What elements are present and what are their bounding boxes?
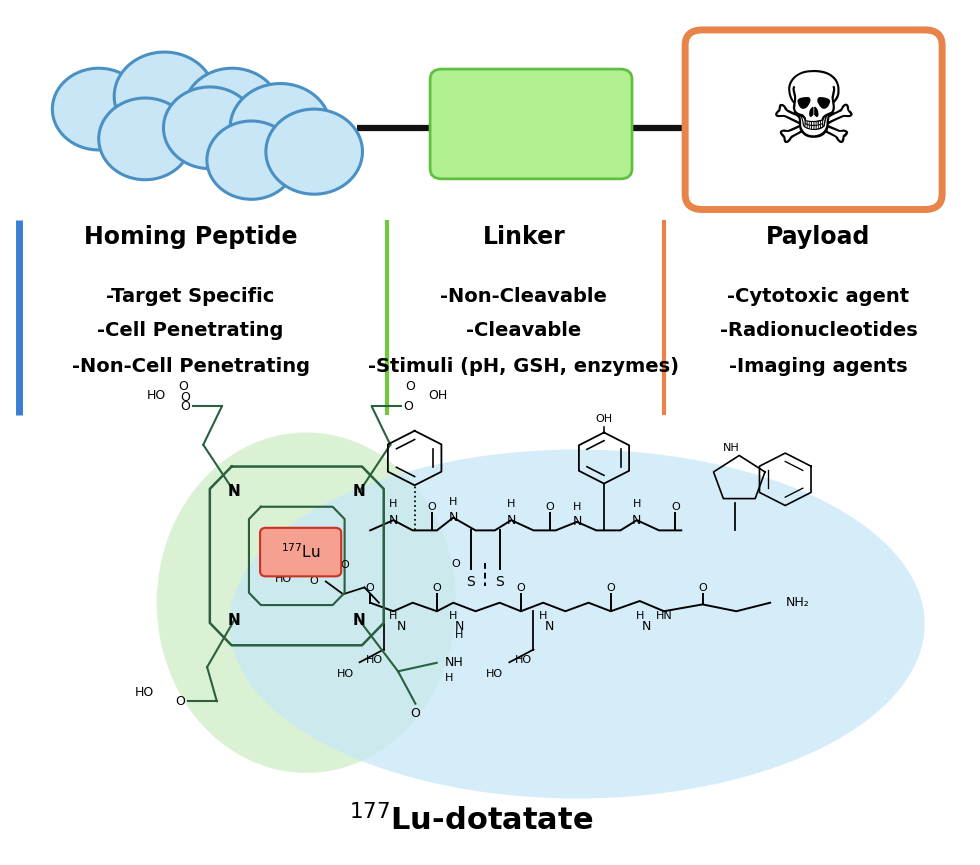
Text: O: O — [516, 582, 525, 593]
Text: H: H — [389, 499, 398, 509]
Text: Homing Peptide: Homing Peptide — [83, 225, 297, 249]
Text: O: O — [432, 582, 441, 593]
Text: N: N — [507, 514, 515, 527]
Text: O: O — [175, 695, 185, 708]
FancyBboxPatch shape — [685, 30, 942, 209]
Text: H: H — [633, 499, 641, 509]
Text: H: H — [449, 612, 458, 621]
Text: O: O — [178, 381, 188, 394]
FancyBboxPatch shape — [430, 69, 632, 179]
Text: -Radionucleotides: -Radionucleotides — [719, 321, 917, 340]
FancyBboxPatch shape — [260, 528, 341, 576]
Circle shape — [115, 52, 215, 141]
Text: O: O — [671, 502, 680, 512]
Text: O: O — [341, 561, 350, 570]
Text: N: N — [227, 612, 240, 628]
Text: -Imaging agents: -Imaging agents — [729, 356, 907, 375]
Text: NH₂: NH₂ — [786, 596, 809, 609]
Circle shape — [266, 109, 363, 194]
Text: ☠: ☠ — [769, 67, 858, 164]
Text: NH: NH — [444, 657, 464, 670]
Circle shape — [183, 68, 280, 153]
Text: H: H — [507, 499, 515, 509]
Text: O: O — [404, 400, 414, 413]
Text: H: H — [572, 502, 581, 512]
Text: N: N — [397, 619, 406, 632]
Text: Linker: Linker — [482, 225, 565, 249]
Text: N: N — [353, 612, 366, 628]
Circle shape — [164, 87, 256, 169]
Circle shape — [52, 68, 145, 150]
Text: N: N — [227, 484, 240, 499]
Text: O: O — [546, 502, 555, 512]
Ellipse shape — [157, 432, 456, 773]
Text: O: O — [310, 576, 318, 586]
Text: H: H — [636, 612, 644, 621]
Text: N: N — [455, 619, 464, 632]
Text: S: S — [495, 575, 504, 589]
Text: N: N — [389, 514, 398, 527]
Text: H: H — [444, 673, 453, 683]
Text: H: H — [455, 630, 464, 640]
Text: N: N — [449, 511, 458, 524]
Text: O: O — [406, 381, 416, 394]
Text: -Non-Cell Penetrating: -Non-Cell Penetrating — [72, 356, 310, 375]
Text: HO: HO — [274, 573, 292, 584]
Text: O: O — [607, 582, 615, 593]
Circle shape — [99, 98, 191, 180]
Text: N: N — [353, 484, 366, 499]
Text: O: O — [180, 400, 190, 413]
Text: O: O — [427, 502, 436, 512]
Text: HO: HO — [366, 656, 382, 665]
Text: N: N — [572, 516, 582, 529]
Circle shape — [230, 84, 330, 172]
Text: -Cell Penetrating: -Cell Penetrating — [97, 321, 283, 340]
Text: -Cleavable: -Cleavable — [466, 321, 581, 340]
Text: OH: OH — [428, 389, 447, 402]
Text: N: N — [632, 514, 642, 527]
Text: $^{177}$Lu: $^{177}$Lu — [281, 542, 320, 561]
Ellipse shape — [229, 450, 925, 798]
Text: N: N — [642, 619, 651, 632]
Circle shape — [207, 121, 296, 199]
Text: -Target Specific: -Target Specific — [106, 287, 274, 306]
Text: HO: HO — [134, 686, 154, 699]
Text: Payload: Payload — [766, 225, 870, 249]
Text: H: H — [389, 612, 398, 621]
Text: HO: HO — [486, 670, 504, 679]
Text: HO: HO — [146, 389, 166, 402]
Text: O: O — [180, 391, 190, 404]
Text: O: O — [452, 560, 461, 569]
Text: -Cytotoxic agent: -Cytotoxic agent — [727, 287, 909, 306]
Text: H: H — [449, 497, 458, 507]
Text: O: O — [411, 708, 420, 721]
Text: H: H — [539, 612, 547, 621]
Text: OH: OH — [596, 414, 612, 424]
Text: O: O — [698, 582, 707, 593]
Text: $^{177}$Lu-dotatate: $^{177}$Lu-dotatate — [349, 804, 593, 836]
Text: N: N — [545, 619, 555, 632]
Text: -Stimuli (pH, GSH, enzymes): -Stimuli (pH, GSH, enzymes) — [368, 356, 679, 375]
Text: -Non-Cleavable: -Non-Cleavable — [440, 287, 608, 306]
Text: HN: HN — [656, 612, 672, 621]
Text: O: O — [366, 582, 374, 593]
Text: HO: HO — [336, 670, 354, 679]
Text: S: S — [466, 575, 475, 589]
Text: NH: NH — [723, 444, 740, 453]
Text: HO: HO — [515, 656, 532, 665]
